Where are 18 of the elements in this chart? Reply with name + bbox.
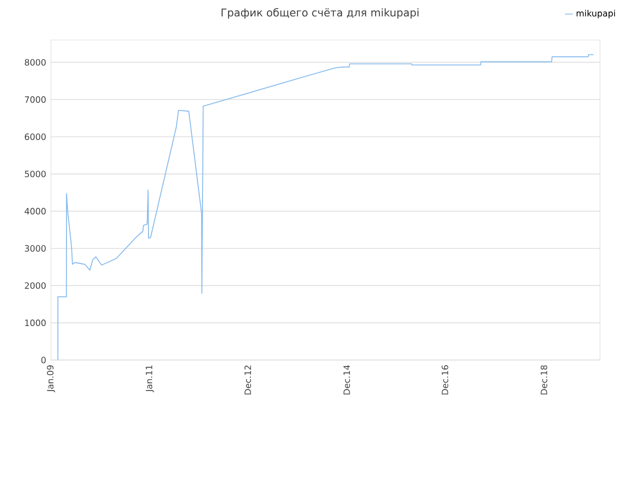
line-series bbox=[57, 54, 594, 360]
y-tick-label: 0 bbox=[41, 356, 46, 364]
y-tick-label: 5000 bbox=[24, 170, 46, 178]
x-tick-label: Dec.12 bbox=[244, 366, 252, 394]
y-tick-label: 7000 bbox=[24, 96, 46, 103]
legend-label: mikupapi bbox=[576, 10, 615, 18]
x-tick-label: Jan.11 bbox=[146, 366, 154, 392]
y-tick-label: 2000 bbox=[24, 282, 46, 289]
x-tick-label: Dec.16 bbox=[442, 365, 448, 394]
y-tick-label: 4000 bbox=[24, 208, 46, 214]
y-tick-label: 1000 bbox=[25, 320, 46, 326]
y-tick-label: 6000 bbox=[24, 133, 46, 140]
y-tick-label: 3000 bbox=[24, 245, 46, 252]
chart-title: График общего счёта для mikupapi bbox=[222, 8, 418, 19]
x-tick-label: Dec.18 bbox=[540, 365, 548, 394]
x-tick-label: Jan.09 bbox=[46, 365, 56, 392]
y-tick-label: 8000 bbox=[24, 59, 46, 66]
x-tick-label: Dec.14 bbox=[344, 365, 350, 394]
